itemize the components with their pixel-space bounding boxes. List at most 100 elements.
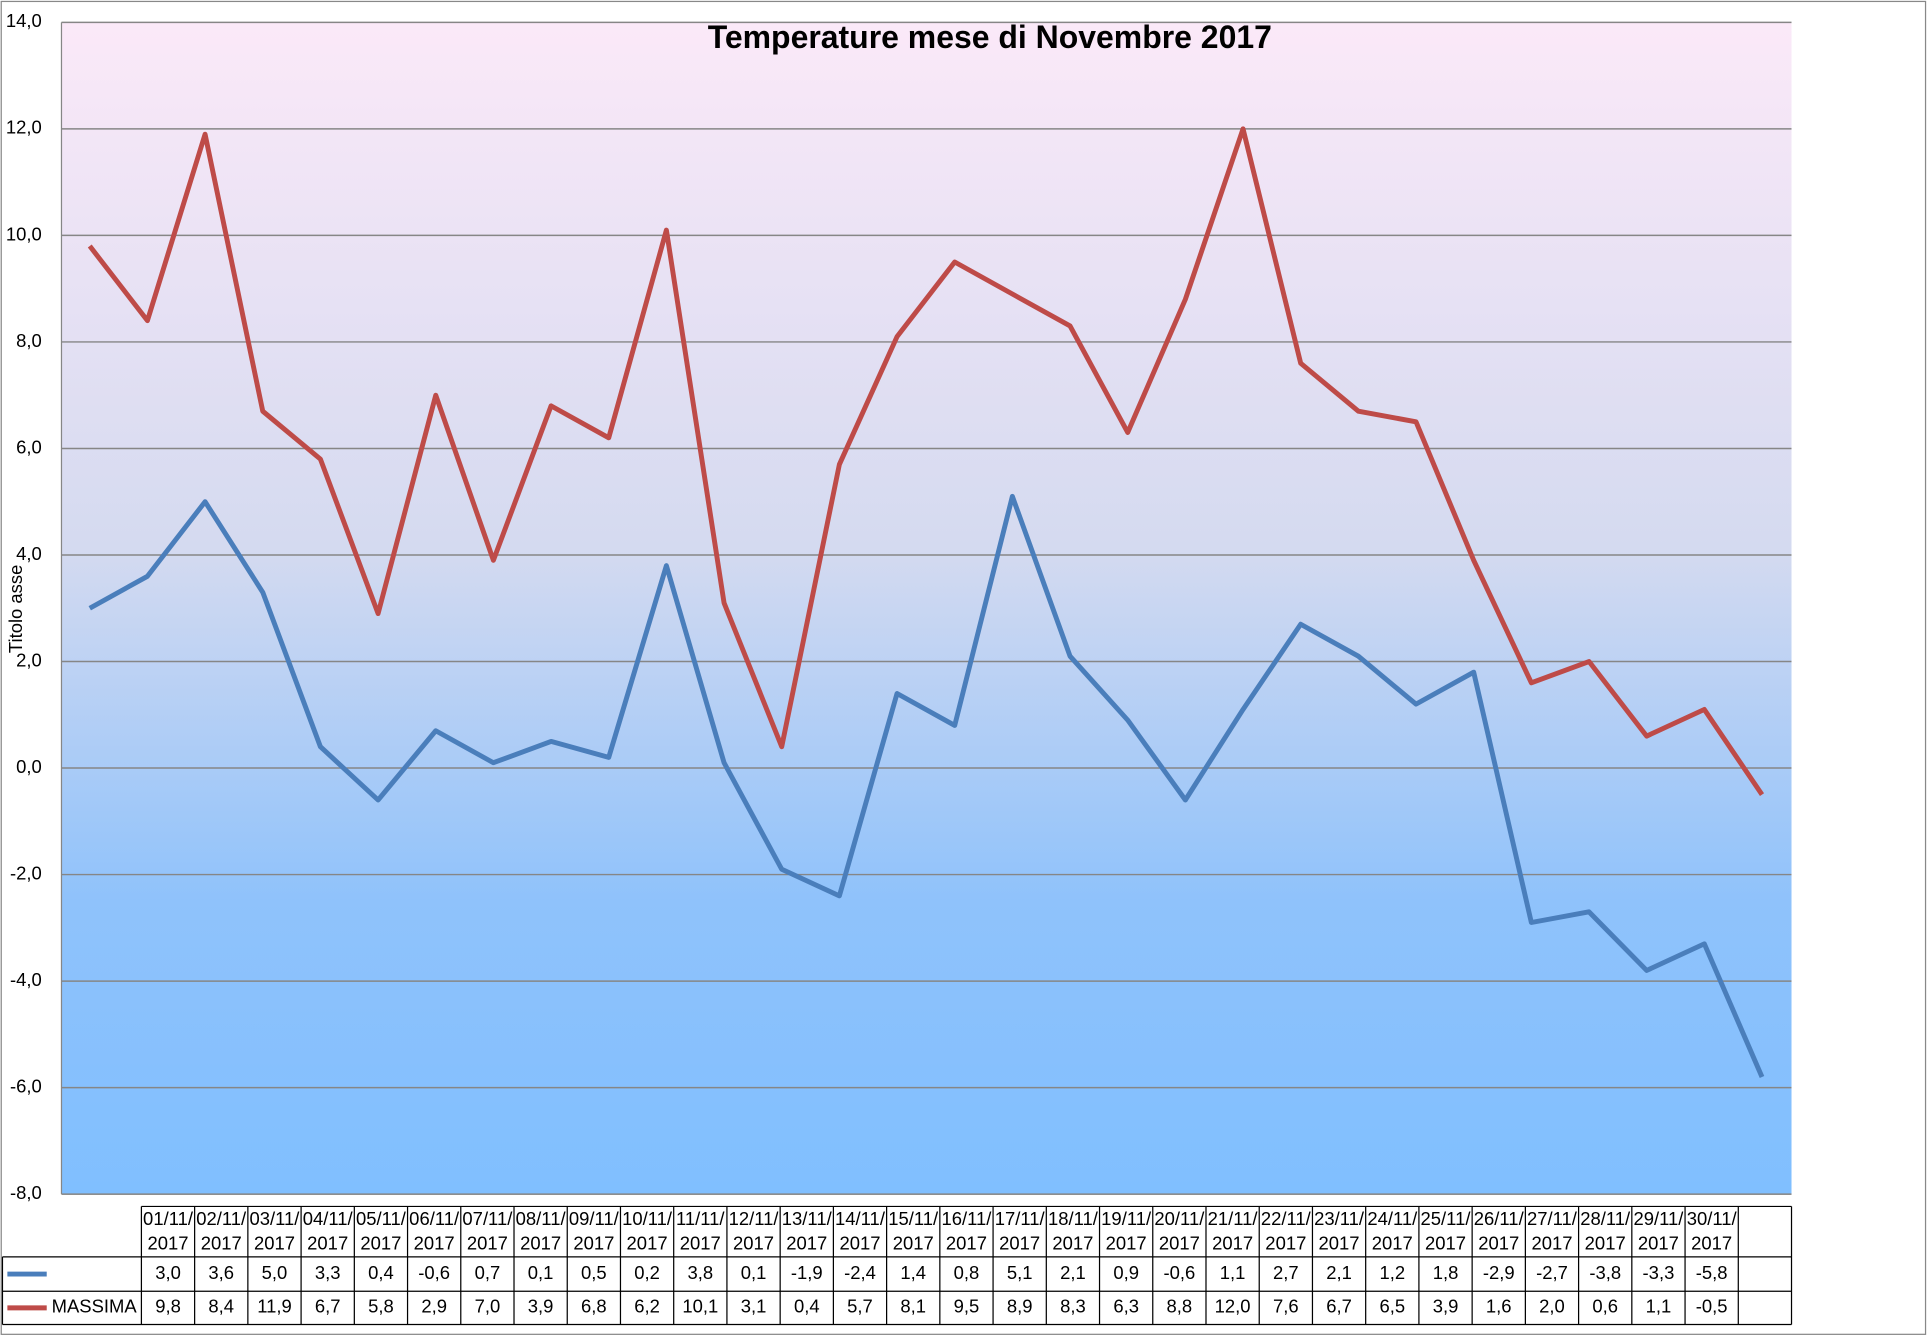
category-cell: 02/11/2017 xyxy=(196,1208,247,1255)
value-label: 1,2 xyxy=(1379,1262,1405,1283)
y-tick-label: 14,0 xyxy=(6,10,42,31)
value-label: 2,7 xyxy=(1273,1262,1299,1283)
value-label: 5,7 xyxy=(847,1296,873,1317)
value-label: 5,1 xyxy=(1007,1262,1033,1283)
x-tick-label: 06/11/2017 xyxy=(409,1208,460,1255)
value-label: 0,7 xyxy=(475,1262,501,1283)
value-label: 1,4 xyxy=(900,1262,926,1283)
value-label: 12,0 xyxy=(1215,1296,1251,1317)
x-tick-label: 25/11/2017 xyxy=(1420,1208,1471,1255)
category-cell: 20/11/2017 xyxy=(1154,1209,1204,1254)
category-cell: 16/11/2017 xyxy=(941,1209,991,1254)
x-tick-label: 19/11/2017 xyxy=(1101,1208,1152,1255)
x-tick-label: 05/11/2017 xyxy=(355,1208,406,1255)
y-tick-label: -8,0 xyxy=(10,1182,42,1203)
value-label: 8,8 xyxy=(1167,1296,1193,1317)
value-label: 3,1 xyxy=(741,1296,767,1317)
value-label: 1,1 xyxy=(1220,1262,1246,1283)
value-label: 2,0 xyxy=(1539,1296,1565,1317)
value-label: 0,8 xyxy=(954,1262,980,1283)
category-cell: 25/11/2017 xyxy=(1420,1208,1471,1255)
x-tick-label: 09/11/2017 xyxy=(568,1208,619,1255)
value-label: -3,3 xyxy=(1643,1262,1675,1283)
value-label: 3,0 xyxy=(155,1262,181,1283)
value-label: -2,9 xyxy=(1483,1262,1515,1283)
value-label: 0,5 xyxy=(581,1262,607,1283)
category-cell: 21/11/2017 xyxy=(1207,1208,1258,1255)
x-tick-label: 30/11/2017 xyxy=(1686,1208,1737,1255)
value-label: 3,9 xyxy=(528,1296,554,1317)
value-label: 0,4 xyxy=(368,1262,394,1283)
category-cell: 24/11/2017 xyxy=(1367,1208,1418,1255)
value-label: 7,0 xyxy=(475,1296,501,1317)
y-tick-label: 6,0 xyxy=(16,436,42,457)
category-cell: 26/11/2017 xyxy=(1474,1209,1524,1254)
value-label: 6,2 xyxy=(634,1296,660,1317)
y-tick-label: 10,0 xyxy=(6,223,42,244)
series-line xyxy=(88,493,1765,1078)
x-tick-label: 08/11/2017 xyxy=(515,1208,566,1255)
category-cell: 30/11/2017 xyxy=(1686,1208,1737,1255)
x-tick-label: 17/11/2017 xyxy=(994,1208,1045,1255)
chart-title: Temperature mese di Novembre 2017 xyxy=(708,19,1272,55)
x-tick-label: 22/11/2017 xyxy=(1260,1208,1311,1255)
value-label: 8,4 xyxy=(208,1296,234,1317)
value-label: 3,8 xyxy=(687,1262,713,1283)
value-label: 6,7 xyxy=(315,1296,341,1317)
x-tick-label: 11/11/2017 xyxy=(676,1208,725,1255)
value-label: 3,3 xyxy=(315,1262,341,1283)
value-label: 2,9 xyxy=(421,1296,447,1317)
x-tick-label: 18/11/2017 xyxy=(1047,1208,1098,1255)
value-label: 3,6 xyxy=(208,1262,234,1283)
legend-label: MASSIMA xyxy=(52,1296,138,1317)
x-tick-label: 07/11/2017 xyxy=(462,1208,513,1255)
value-label: 0,1 xyxy=(741,1262,767,1283)
category-cell: 29/11/2017 xyxy=(1633,1208,1684,1255)
y-tick-label: -4,0 xyxy=(10,969,42,990)
value-label: -3,8 xyxy=(1589,1262,1621,1283)
value-label: -1,9 xyxy=(791,1262,823,1283)
value-label: 8,3 xyxy=(1060,1296,1086,1317)
x-tick-label: 27/11/2017 xyxy=(1527,1208,1577,1255)
value-label: 0,9 xyxy=(1113,1262,1139,1283)
y-tick-label: 8,0 xyxy=(16,330,42,351)
x-tick-label: 28/11/2017 xyxy=(1580,1208,1631,1255)
x-tick-label: 02/11/2017 xyxy=(196,1208,247,1255)
category-cell: 19/11/2017 xyxy=(1101,1208,1152,1255)
y-tick-label: 2,0 xyxy=(16,649,42,670)
x-tick-label: 21/11/2017 xyxy=(1207,1208,1258,1255)
plot-area xyxy=(61,22,1792,1195)
value-label: -5,8 xyxy=(1696,1262,1728,1283)
category-cell: 03/11/2017 xyxy=(249,1208,300,1255)
y-axis-title: Titolo asse xyxy=(5,565,26,653)
category-cell: 09/11/2017 xyxy=(568,1208,619,1255)
value-label: 1,1 xyxy=(1646,1296,1672,1317)
value-label: 11,9 xyxy=(257,1296,292,1317)
x-tick-label: 03/11/2017 xyxy=(249,1208,300,1255)
category-cell: 17/11/2017 xyxy=(994,1208,1045,1255)
value-label: 2,1 xyxy=(1326,1262,1352,1283)
y-tick-label: 12,0 xyxy=(6,117,42,138)
value-label: -2,4 xyxy=(844,1262,876,1283)
x-tick-label: 04/11/2017 xyxy=(302,1208,353,1255)
value-label: 6,8 xyxy=(581,1296,607,1317)
value-label: 3,9 xyxy=(1433,1296,1459,1317)
value-label: 10,1 xyxy=(682,1296,718,1317)
category-cell: 18/11/2017 xyxy=(1047,1208,1098,1255)
y-tick-label: 0,0 xyxy=(16,756,42,777)
category-cell: 27/11/2017 xyxy=(1527,1208,1577,1255)
value-label: 0,6 xyxy=(1592,1296,1618,1317)
value-label: 1,8 xyxy=(1433,1262,1459,1283)
category-cell: 13/11/2017 xyxy=(782,1209,832,1254)
category-cell: 23/11/2017 xyxy=(1314,1209,1364,1254)
x-tick-label: 10/11/2017 xyxy=(622,1208,673,1255)
value-label: 8,9 xyxy=(1007,1296,1033,1317)
category-cell: 28/11/2017 xyxy=(1580,1208,1631,1255)
x-tick-label: 15/11/2017 xyxy=(888,1208,939,1255)
value-label: -0,6 xyxy=(1163,1262,1195,1283)
series-line xyxy=(87,126,1765,797)
x-tick-label: 01/11/2017 xyxy=(143,1208,193,1255)
category-cell: 05/11/2017 xyxy=(355,1208,406,1255)
x-tick-label: 29/11/2017 xyxy=(1633,1208,1684,1255)
x-tick-label: 24/11/2017 xyxy=(1367,1208,1418,1255)
